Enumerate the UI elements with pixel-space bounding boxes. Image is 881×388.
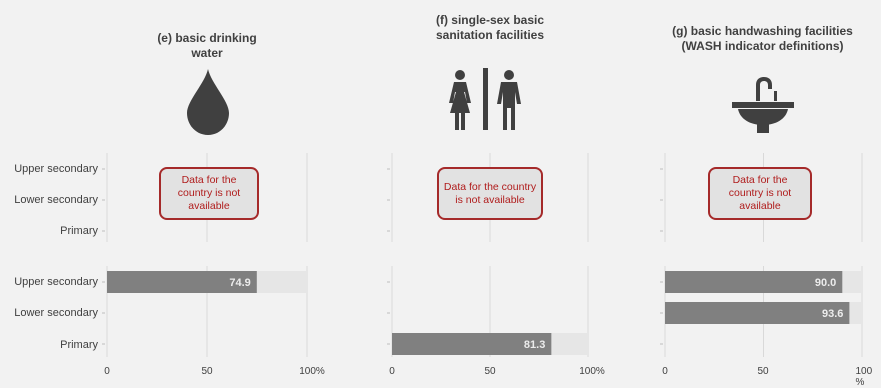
panel-title-e: (e) basic drinking water xyxy=(157,31,257,60)
tick-label-e-100: 100% xyxy=(299,366,325,377)
tick-label-g-0: 0 xyxy=(662,366,668,377)
row-label-upper-bottom: Upper secondary xyxy=(14,276,98,288)
row-label-primary-top: Primary xyxy=(60,225,98,237)
row-label-lower-top: Lower secondary xyxy=(14,194,98,206)
sink-icon xyxy=(732,77,794,133)
not-available-box-g: Data for the country is not available xyxy=(708,167,812,220)
bar-g-0 xyxy=(665,271,843,293)
row-label-upper-top: Upper secondary xyxy=(14,163,98,175)
tick-label-g-50: 50 xyxy=(757,366,769,377)
bar-e-0 xyxy=(107,271,257,293)
not-available-box-f: Data for the country is not available xyxy=(437,167,543,220)
row-label-primary-bottom: Primary xyxy=(60,339,98,351)
panel-title-g: (g) basic handwashing facilities (WASH i… xyxy=(672,24,853,53)
bar-value-label-g-0: 90.0 xyxy=(815,277,836,289)
tick-label-e-0: 0 xyxy=(104,366,110,377)
bar-f-2 xyxy=(392,333,552,355)
bar-value-label-g-1: 93.6 xyxy=(822,308,843,320)
row-label-lower-bottom: Lower secondary xyxy=(14,307,98,319)
tick-label-e-50: 50 xyxy=(201,366,213,377)
not-available-box-e: Data for the country is not available xyxy=(159,167,259,220)
restroom-icon xyxy=(449,68,521,130)
bar-value-label-e-0: 74.9 xyxy=(229,277,250,289)
bar-g-1 xyxy=(665,302,850,324)
tick-label-f-100: 100% xyxy=(579,366,605,377)
water-drop-icon xyxy=(187,69,229,135)
bar-value-label-f-2: 81.3 xyxy=(524,339,545,351)
tick-label-f-50: 50 xyxy=(484,366,496,377)
tick-label-f-0: 0 xyxy=(389,366,395,377)
panel-title-f: (f) single-sex basic sanitation faciliti… xyxy=(435,13,545,42)
tick-label-g-100: 100 % xyxy=(855,366,873,388)
